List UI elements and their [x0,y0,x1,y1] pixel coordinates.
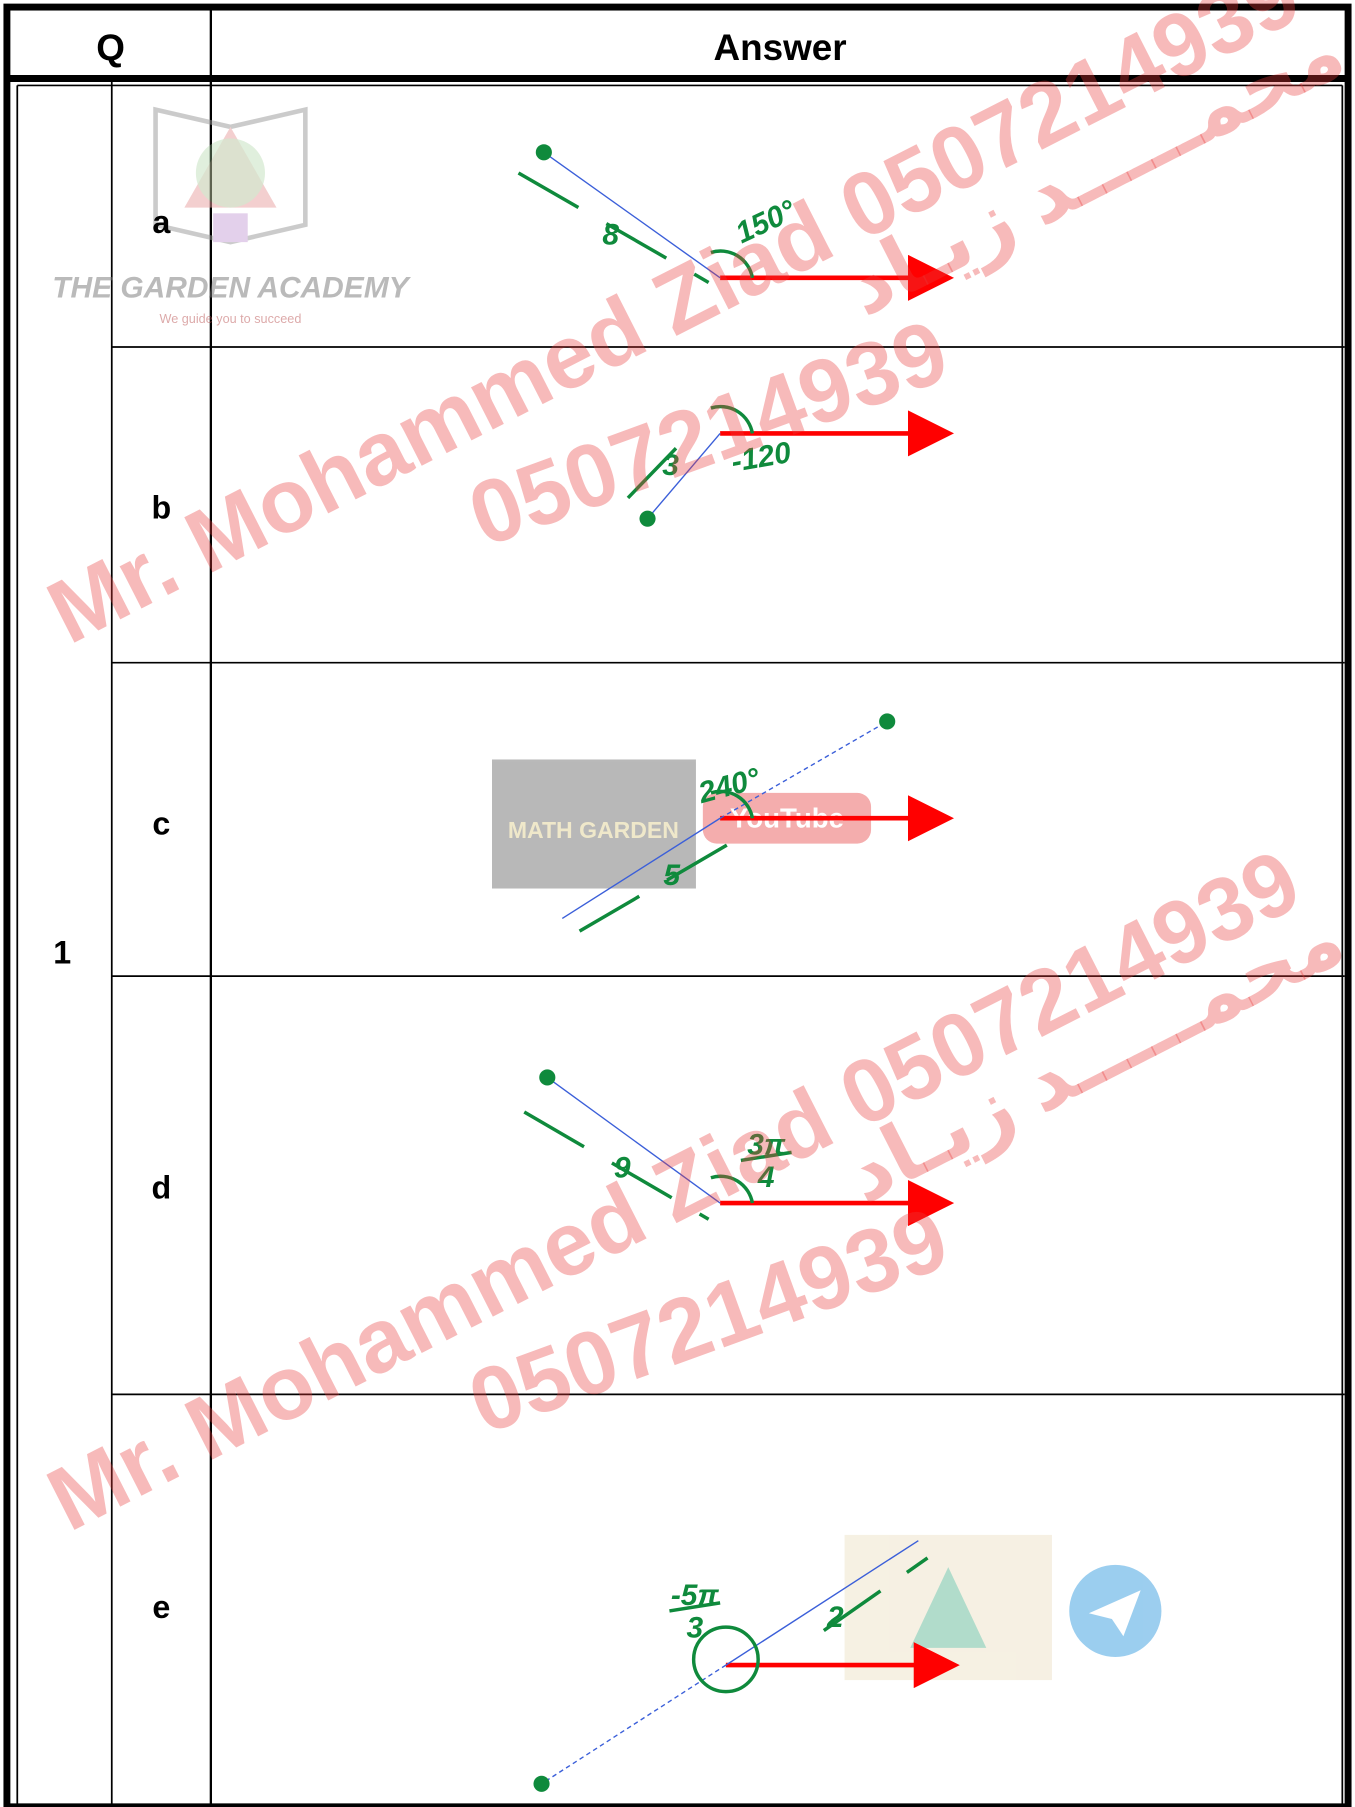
logos-e [844,1534,1162,1681]
question-number: 1 [53,934,71,970]
terminal-extension [541,1664,727,1785]
point [879,713,896,730]
part-label: a [152,204,171,240]
header-answer: Answer [713,27,846,68]
part-label: c [152,805,170,841]
length-bracket [822,1556,929,1632]
terminal-side [725,1540,919,1666]
header-q: Q [96,27,125,68]
length-bracket [626,425,699,500]
terminal-side [543,151,721,279]
angle-arc [691,1625,760,1694]
angle-arc [710,404,755,434]
angle-arc [710,789,755,819]
watermark-english: Mr. Mohammed Ziad 0507214939 [33,0,1316,663]
angle-denominator: 3 [686,1611,703,1644]
math-garden-logo: MATH GARDEN YouTube [491,759,872,889]
math-garden-text: MATH GARDEN [508,817,679,843]
point [535,144,552,161]
length-bracket [578,837,739,933]
point [533,1775,550,1792]
academy-logo: THE GARDEN ACADEMY We guide you to succe… [52,106,412,326]
fraction-bar [669,1601,721,1613]
length-bracket [517,171,710,284]
length-label: 5 [663,859,680,892]
terminal-side [561,817,721,920]
length-label: 8 [602,218,619,251]
point [539,1069,556,1086]
length-label: 2 [826,1601,844,1634]
angle-arc [710,249,755,279]
terminal-side [647,432,721,520]
fraction-bar [740,1150,792,1163]
part-label: b [151,490,171,526]
terminal-side [546,1076,721,1204]
length-bracket [523,1110,710,1221]
angle-denominator: 4 [757,1161,775,1194]
angle-arc [710,1174,755,1204]
watermark-english: Mr. Mohammed Ziad 0507214939 [33,831,1316,1550]
length-label: 3 [662,449,679,482]
part-label: e [152,1589,170,1625]
point [639,510,656,527]
academy-name: THE GARDEN ACADEMY [52,271,412,304]
part-label: d [151,1169,171,1205]
academy-tagline: We guide you to succeed [159,312,301,326]
length-label: 9 [614,1152,631,1185]
